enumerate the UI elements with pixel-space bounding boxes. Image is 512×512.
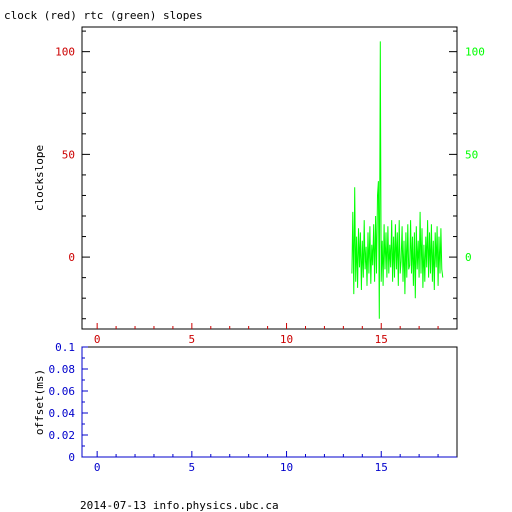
footer-text: 2014-07-13 info.physics.ubc.ca	[80, 499, 279, 512]
rtc-series-line	[351, 41, 444, 319]
upper-panel: 0 50 100 0 50 100 0 5 10 15 clockslope	[33, 26, 485, 346]
lower-y-axis: 0 0.02 0.04 0.06 0.08 0.1	[49, 341, 88, 464]
right-y-tick-label: 0	[465, 251, 472, 264]
lower-panel: 0 0.02 0.04 0.06 0.08 0.1 0 5 10 15 offset(ms)	[33, 341, 458, 474]
upper-x-tick-label: 15	[375, 333, 388, 346]
lower-y-tick-label: 0	[68, 451, 75, 464]
lower-y-tick-label: 0.04	[49, 407, 76, 420]
right-y-tick-label: 100	[465, 46, 485, 59]
lower-x-tick-label: 10	[280, 461, 293, 474]
upper-right-y-axis: 0 50 100	[449, 30, 485, 320]
upper-left-y-axis: 0 50 100	[55, 30, 90, 320]
lower-y-tick-label: 0.06	[49, 385, 76, 398]
left-y-tick-label: 50	[62, 148, 75, 161]
upper-y-axis-label: clockslope	[33, 145, 46, 211]
upper-x-axis: 0 5 10 15	[94, 323, 439, 346]
lower-x-tick-label: 5	[189, 461, 196, 474]
lower-y-axis-label: offset(ms)	[33, 369, 46, 435]
lower-x-axis: 0 5 10 15	[82, 451, 457, 474]
lower-y-tick-label: 0.1	[55, 341, 75, 354]
right-y-tick-label: 50	[465, 148, 478, 161]
upper-x-tick-label: 0	[94, 333, 101, 346]
left-y-tick-label: 100	[55, 46, 75, 59]
left-y-tick-label: 0	[68, 251, 75, 264]
lower-x-tick-label: 0	[94, 461, 101, 474]
upper-x-tick-label: 10	[280, 333, 293, 346]
upper-x-tick-label: 5	[189, 333, 196, 346]
lower-x-tick-label: 15	[375, 461, 388, 474]
rtc-series-group	[351, 41, 444, 319]
chart-title: clock (red) rtc (green) slopes	[4, 9, 203, 22]
lower-plot-frame	[81, 346, 458, 458]
upper-plot-frame	[81, 26, 458, 330]
lower-y-tick-label: 0.02	[49, 429, 76, 442]
lower-y-tick-label: 0.08	[49, 363, 76, 376]
